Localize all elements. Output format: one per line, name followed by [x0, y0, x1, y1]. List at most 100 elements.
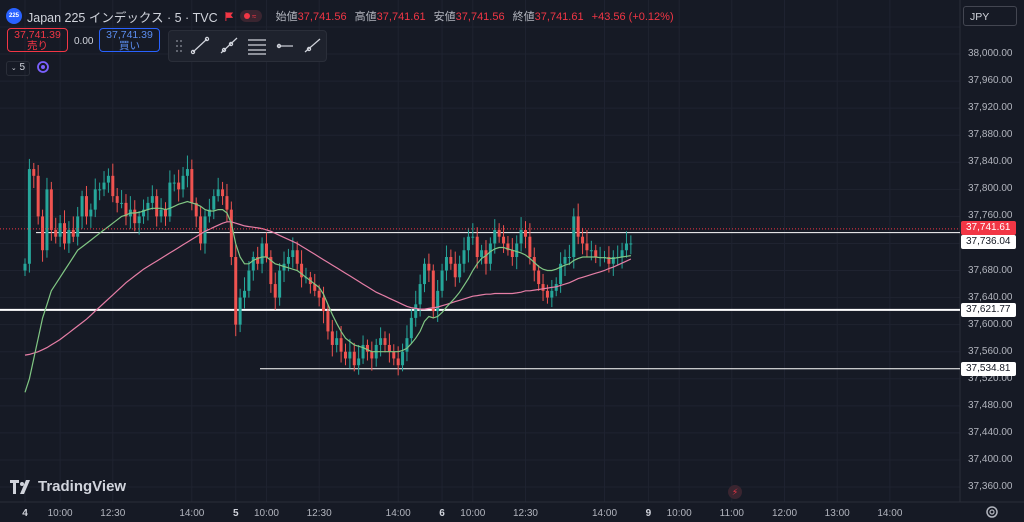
candle-body — [330, 331, 334, 345]
candle-body — [163, 209, 167, 217]
candle-body — [190, 169, 194, 203]
candle-body — [418, 284, 422, 305]
candle-body — [247, 270, 251, 291]
candle-body — [326, 311, 330, 332]
candle-body — [405, 338, 409, 352]
candle-body — [581, 236, 585, 244]
candle-body — [264, 243, 268, 257]
ma-slow-line — [24, 221, 632, 356]
ray-icon[interactable] — [220, 37, 238, 54]
x-tick-label: 14:00 — [877, 508, 903, 519]
interval-selector[interactable]: ⌄ 5 — [6, 61, 30, 76]
y-tick-label: 37,760.00 — [968, 210, 1013, 222]
candle-body — [295, 250, 299, 264]
candle-body — [387, 344, 391, 352]
x-tick-label: 10:00 — [460, 508, 486, 519]
candle-body — [440, 270, 444, 291]
candle-body — [537, 270, 541, 285]
candle-body — [414, 304, 418, 318]
candle-body — [260, 243, 264, 264]
change-value: +43.56 (+0.12%) — [591, 11, 674, 23]
candle-body — [269, 257, 273, 285]
candle-body — [238, 297, 242, 325]
x-tick-label: 13:00 — [824, 508, 850, 519]
buy-label: 買い — [119, 40, 140, 52]
tradingview-logo-icon — [10, 479, 30, 494]
horizontal-ray-icon[interactable] — [276, 43, 293, 49]
x-tick-label: 10:00 — [47, 508, 73, 519]
parallel-channel-icon[interactable] — [248, 39, 266, 55]
candle-body — [93, 189, 97, 210]
y-tick-label: 37,960.00 — [968, 75, 1013, 87]
candle-body — [313, 284, 317, 291]
candle-body — [572, 216, 576, 257]
candle-body — [471, 236, 475, 238]
candle-body — [370, 351, 374, 359]
candle-body — [563, 257, 567, 264]
candle-body — [352, 351, 356, 366]
candle-body — [466, 236, 470, 251]
symbol-title[interactable]: Japan 225 インデックス · 5 · TVC — [27, 10, 218, 25]
candle-body — [545, 290, 549, 298]
candle-body — [124, 202, 128, 217]
lightning-icon[interactable]: ⚡ — [728, 485, 742, 499]
candle-body — [273, 284, 277, 298]
candle-body — [475, 236, 479, 257]
extended-line-icon[interactable] — [304, 38, 321, 53]
x-tick-label: 12:00 — [771, 508, 798, 519]
candle-body — [282, 263, 286, 271]
indicator-toggle-icon[interactable] — [36, 60, 50, 74]
candle-body — [49, 189, 53, 230]
buy-button[interactable]: 37,741.39 買い — [99, 28, 160, 52]
candle-body — [67, 229, 71, 244]
x-tick-label: 10:00 — [666, 508, 692, 519]
candle-body — [203, 216, 207, 244]
x-tick-label: 11:00 — [719, 508, 744, 519]
candle-body — [528, 236, 532, 257]
candle-body — [71, 229, 75, 237]
candle-body — [177, 182, 181, 190]
candle-body — [142, 209, 146, 217]
sell-label: 売り — [27, 40, 48, 52]
candle-body — [510, 250, 514, 257]
candle-body — [620, 250, 624, 257]
sell-button[interactable]: 37,741.39 売り — [7, 28, 68, 52]
close-label: 終値 — [512, 11, 535, 23]
symbol-header: 225 Japan 225 インデックス · 5 · TVC ≈ 始値37,74… — [6, 6, 679, 26]
x-tick-label: 12:30 — [100, 508, 126, 519]
candle-body — [111, 175, 115, 197]
x-tick-label: 6 — [439, 508, 445, 519]
candle-body — [243, 290, 247, 298]
candle-body — [45, 189, 49, 251]
candle-body — [458, 263, 462, 278]
candle-body — [624, 243, 628, 251]
candle-body — [629, 243, 633, 245]
y-tick-label: 37,680.00 — [968, 264, 1013, 276]
x-tick-label: 12:30 — [306, 508, 332, 519]
candle-body — [567, 257, 571, 258]
candle-body — [449, 257, 453, 264]
candle-body — [221, 189, 225, 197]
candle-body — [379, 338, 383, 345]
candle-body — [497, 229, 501, 237]
y-tick-label: 38,000.00 — [968, 48, 1013, 60]
candle-body — [256, 257, 260, 264]
candle-body — [172, 182, 176, 184]
candle-body — [361, 344, 365, 359]
high-value: 37,741.61 — [376, 11, 426, 23]
drawing-tool-drag-icon[interactable] — [176, 40, 182, 52]
flag-icon[interactable] — [225, 11, 234, 21]
market-status[interactable]: ≈ — [239, 9, 262, 23]
currency-selector[interactable]: JPY — [963, 6, 1017, 26]
y-tick-label: 37,360.00 — [968, 481, 1013, 492]
x-tick-label: 4 — [22, 508, 28, 519]
candle-body — [589, 250, 593, 252]
trend-line-icon[interactable] — [190, 36, 210, 55]
candle-body — [80, 196, 84, 217]
candle-body — [207, 209, 211, 217]
y-tick-label: 37,480.00 — [968, 399, 1013, 411]
settings-icon[interactable] — [985, 505, 999, 519]
high-label: 高値 — [354, 11, 377, 23]
